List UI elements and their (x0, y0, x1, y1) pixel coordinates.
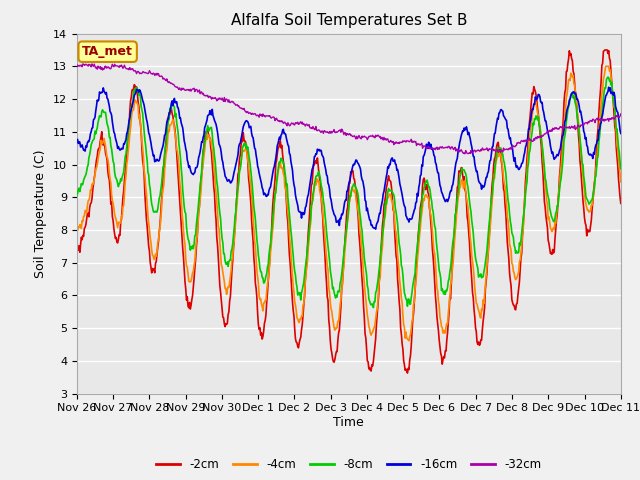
Y-axis label: Soil Temperature (C): Soil Temperature (C) (35, 149, 47, 278)
Text: TA_met: TA_met (82, 45, 133, 58)
X-axis label: Time: Time (333, 416, 364, 429)
Title: Alfalfa Soil Temperatures Set B: Alfalfa Soil Temperatures Set B (230, 13, 467, 28)
Legend: -2cm, -4cm, -8cm, -16cm, -32cm: -2cm, -4cm, -8cm, -16cm, -32cm (151, 454, 547, 476)
